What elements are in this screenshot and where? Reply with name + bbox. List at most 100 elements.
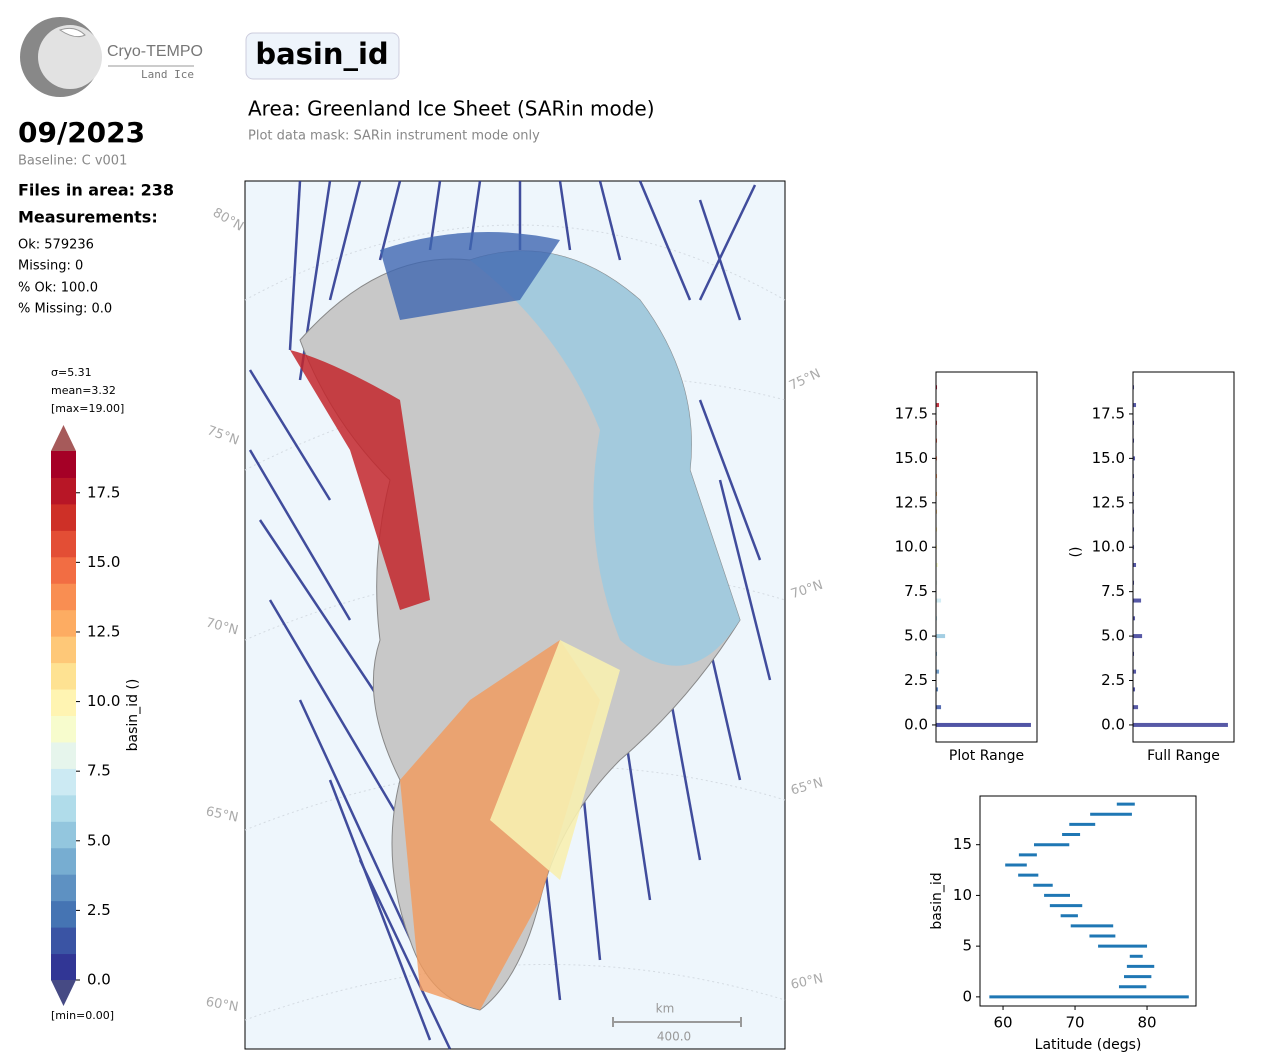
bar	[1133, 545, 1135, 550]
bar	[1133, 669, 1137, 674]
bar	[936, 456, 938, 461]
bar	[936, 474, 938, 479]
area: Area: Greenland Ice Sheet (SARin mode)	[248, 97, 655, 121]
pct-ok: % Ok: 100.0	[18, 281, 98, 296]
y-tick-label: 2.5	[87, 901, 111, 919]
colorbar-level	[51, 689, 76, 716]
missing: Missing: 0	[18, 259, 83, 274]
ok: Ok: 579236	[18, 238, 94, 253]
bar	[936, 420, 938, 425]
colorbar-level	[51, 609, 76, 637]
colorbar-level	[51, 583, 76, 611]
colorbar-level	[51, 794, 76, 822]
bar	[936, 687, 939, 692]
baseline: Baseline: C v001	[18, 154, 127, 169]
bar	[936, 527, 938, 532]
x-tick-label: 70	[1065, 1014, 1084, 1032]
y-tick-label: 5.0	[904, 627, 928, 645]
lat-label: 70°N	[204, 616, 240, 639]
x-label: Plot Range	[949, 748, 1024, 764]
y-tick-label: 10.0	[87, 692, 120, 710]
bar	[1133, 403, 1137, 408]
colorbar-level	[51, 662, 76, 690]
x-label: Latitude (degs)	[1035, 1037, 1142, 1053]
lat-label: 80°N	[210, 205, 246, 234]
colorbar-level	[51, 821, 76, 849]
y-tick-label: 15.0	[1092, 449, 1125, 467]
colorbar-extend-min	[51, 980, 76, 1006]
title: basin_id	[255, 37, 388, 71]
colorbar-level	[51, 636, 76, 664]
y-tick-label: 17.5	[1092, 404, 1125, 422]
bar	[936, 438, 938, 443]
pct-missing: % Missing: 0.0	[18, 302, 112, 317]
colorbar-level	[51, 715, 76, 743]
lat-label: 60°N	[789, 971, 824, 992]
y-tick-label: 2.5	[1101, 671, 1125, 689]
bar	[1133, 634, 1143, 639]
lat-label: 75°N	[787, 366, 823, 393]
colorbar-level	[51, 953, 76, 981]
colorbar-level	[51, 741, 76, 769]
y-tick-label: 5	[962, 937, 972, 955]
y-tick-label: 12.5	[87, 622, 120, 640]
bar	[936, 580, 938, 585]
y-tick-label: 17.5	[895, 404, 928, 422]
bar	[1133, 616, 1136, 621]
y-tick-label: 5.0	[87, 831, 111, 849]
colorbar-stat: σ=5.31	[51, 366, 92, 379]
bar	[1133, 705, 1139, 710]
y-tick-label: 2.5	[904, 671, 928, 689]
bar	[1133, 687, 1136, 692]
x-label: Full Range	[1147, 748, 1220, 764]
bar	[936, 634, 946, 639]
y-tick-label: 10.0	[1092, 538, 1125, 556]
y-label: ()	[1068, 547, 1084, 558]
x-tick-label: 60	[993, 1014, 1012, 1032]
lat-label: 65°N	[204, 804, 239, 825]
colorbar-level	[51, 927, 76, 955]
bar	[1133, 598, 1142, 603]
y-label: basin_id	[929, 872, 945, 929]
y-tick-label: 10.0	[895, 538, 928, 556]
bar	[936, 491, 938, 496]
colorbar-level	[51, 503, 76, 531]
bar	[936, 385, 938, 390]
colorbar-level	[51, 874, 76, 902]
logo-name: Cryo-TEMPO	[107, 43, 203, 60]
bar	[936, 562, 939, 567]
scale-unit: km	[656, 1002, 675, 1016]
y-tick-label: 0.0	[1101, 715, 1125, 733]
logo: Cryo-TEMPO Land Ice	[20, 17, 203, 97]
y-tick-label: 12.5	[1092, 493, 1125, 511]
y-tick-label: 0.0	[904, 715, 928, 733]
bar	[1133, 474, 1135, 479]
scale-length: 400.0	[657, 1030, 691, 1044]
y-tick-label: 7.5	[87, 762, 111, 780]
bar	[1133, 438, 1135, 443]
bar	[1133, 580, 1135, 585]
colorbar-level	[51, 847, 76, 875]
bar	[1133, 456, 1136, 461]
y-tick-label: 7.5	[1101, 582, 1125, 600]
y-tick-label: 15	[953, 835, 972, 853]
bar	[936, 651, 938, 656]
colorbar-level	[51, 477, 76, 505]
lat-label: 60°N	[205, 995, 240, 1015]
lat-label: 70°N	[789, 578, 825, 602]
logo-sub: Land Ice	[141, 68, 194, 81]
colorbar-level	[51, 530, 76, 558]
bar	[936, 722, 1031, 727]
y-tick-label: 0.0	[87, 971, 111, 989]
bar	[1133, 491, 1135, 496]
axes	[979, 795, 1197, 1007]
colorbar-level	[51, 556, 76, 584]
measurements: Measurements:	[18, 208, 158, 227]
y-tick-label: 12.5	[895, 493, 928, 511]
axes	[935, 371, 1038, 743]
y-tick-label: 15.0	[895, 449, 928, 467]
bar	[1133, 562, 1137, 567]
colorbar-level	[51, 451, 76, 478]
